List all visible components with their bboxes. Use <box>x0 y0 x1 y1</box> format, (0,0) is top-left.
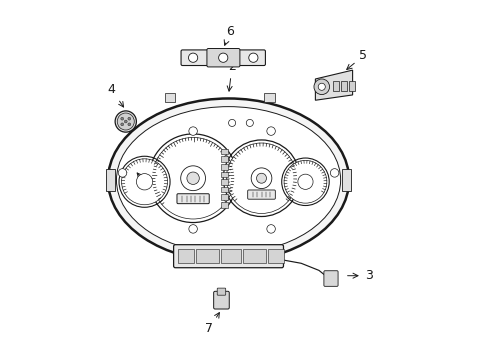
Text: 7: 7 <box>204 312 219 336</box>
FancyBboxPatch shape <box>213 291 229 309</box>
FancyBboxPatch shape <box>173 245 283 268</box>
Circle shape <box>136 174 152 190</box>
Bar <box>268 249 284 264</box>
Bar <box>220 179 228 185</box>
Bar <box>220 164 228 170</box>
Circle shape <box>248 53 258 62</box>
Circle shape <box>318 83 325 90</box>
PathPatch shape <box>315 70 352 100</box>
Circle shape <box>124 120 127 123</box>
Circle shape <box>186 172 199 184</box>
Text: 2: 2 <box>227 60 236 91</box>
Bar <box>340 81 346 91</box>
Bar <box>348 81 354 91</box>
Text: 6: 6 <box>224 24 234 45</box>
Circle shape <box>121 123 123 126</box>
Circle shape <box>297 174 312 189</box>
Circle shape <box>251 168 271 189</box>
Bar <box>220 194 228 200</box>
Bar <box>221 249 241 264</box>
Circle shape <box>256 173 266 183</box>
Circle shape <box>117 113 134 130</box>
Circle shape <box>188 225 197 233</box>
Ellipse shape <box>108 99 348 261</box>
FancyBboxPatch shape <box>247 190 275 199</box>
Circle shape <box>226 143 296 213</box>
Bar <box>164 93 175 102</box>
Bar <box>196 249 219 264</box>
FancyBboxPatch shape <box>181 50 265 66</box>
Circle shape <box>284 161 326 203</box>
Circle shape <box>118 168 126 177</box>
Bar <box>220 149 228 154</box>
Bar <box>341 169 350 191</box>
Bar <box>220 202 228 208</box>
Text: 4: 4 <box>107 83 123 107</box>
Text: 1: 1 <box>175 248 203 261</box>
Bar <box>264 93 274 102</box>
Circle shape <box>181 166 205 191</box>
FancyBboxPatch shape <box>206 49 240 67</box>
FancyBboxPatch shape <box>323 271 337 286</box>
Circle shape <box>218 53 227 62</box>
Circle shape <box>122 159 167 205</box>
Bar <box>220 156 228 162</box>
Bar <box>220 187 228 193</box>
Circle shape <box>266 225 275 233</box>
Circle shape <box>128 117 130 120</box>
Bar <box>220 172 228 177</box>
Bar <box>332 81 339 91</box>
Bar <box>243 249 265 264</box>
Circle shape <box>188 53 197 62</box>
Circle shape <box>115 111 136 132</box>
Bar <box>106 169 115 191</box>
Circle shape <box>313 79 329 95</box>
Text: 3: 3 <box>347 269 372 282</box>
Circle shape <box>121 117 123 120</box>
Text: 5: 5 <box>346 49 366 69</box>
Circle shape <box>128 123 130 126</box>
FancyBboxPatch shape <box>177 194 209 204</box>
Circle shape <box>188 127 197 135</box>
Circle shape <box>152 138 233 219</box>
Ellipse shape <box>116 107 340 253</box>
FancyBboxPatch shape <box>217 288 225 295</box>
Circle shape <box>330 168 338 177</box>
Circle shape <box>266 127 275 135</box>
Bar <box>178 249 194 264</box>
